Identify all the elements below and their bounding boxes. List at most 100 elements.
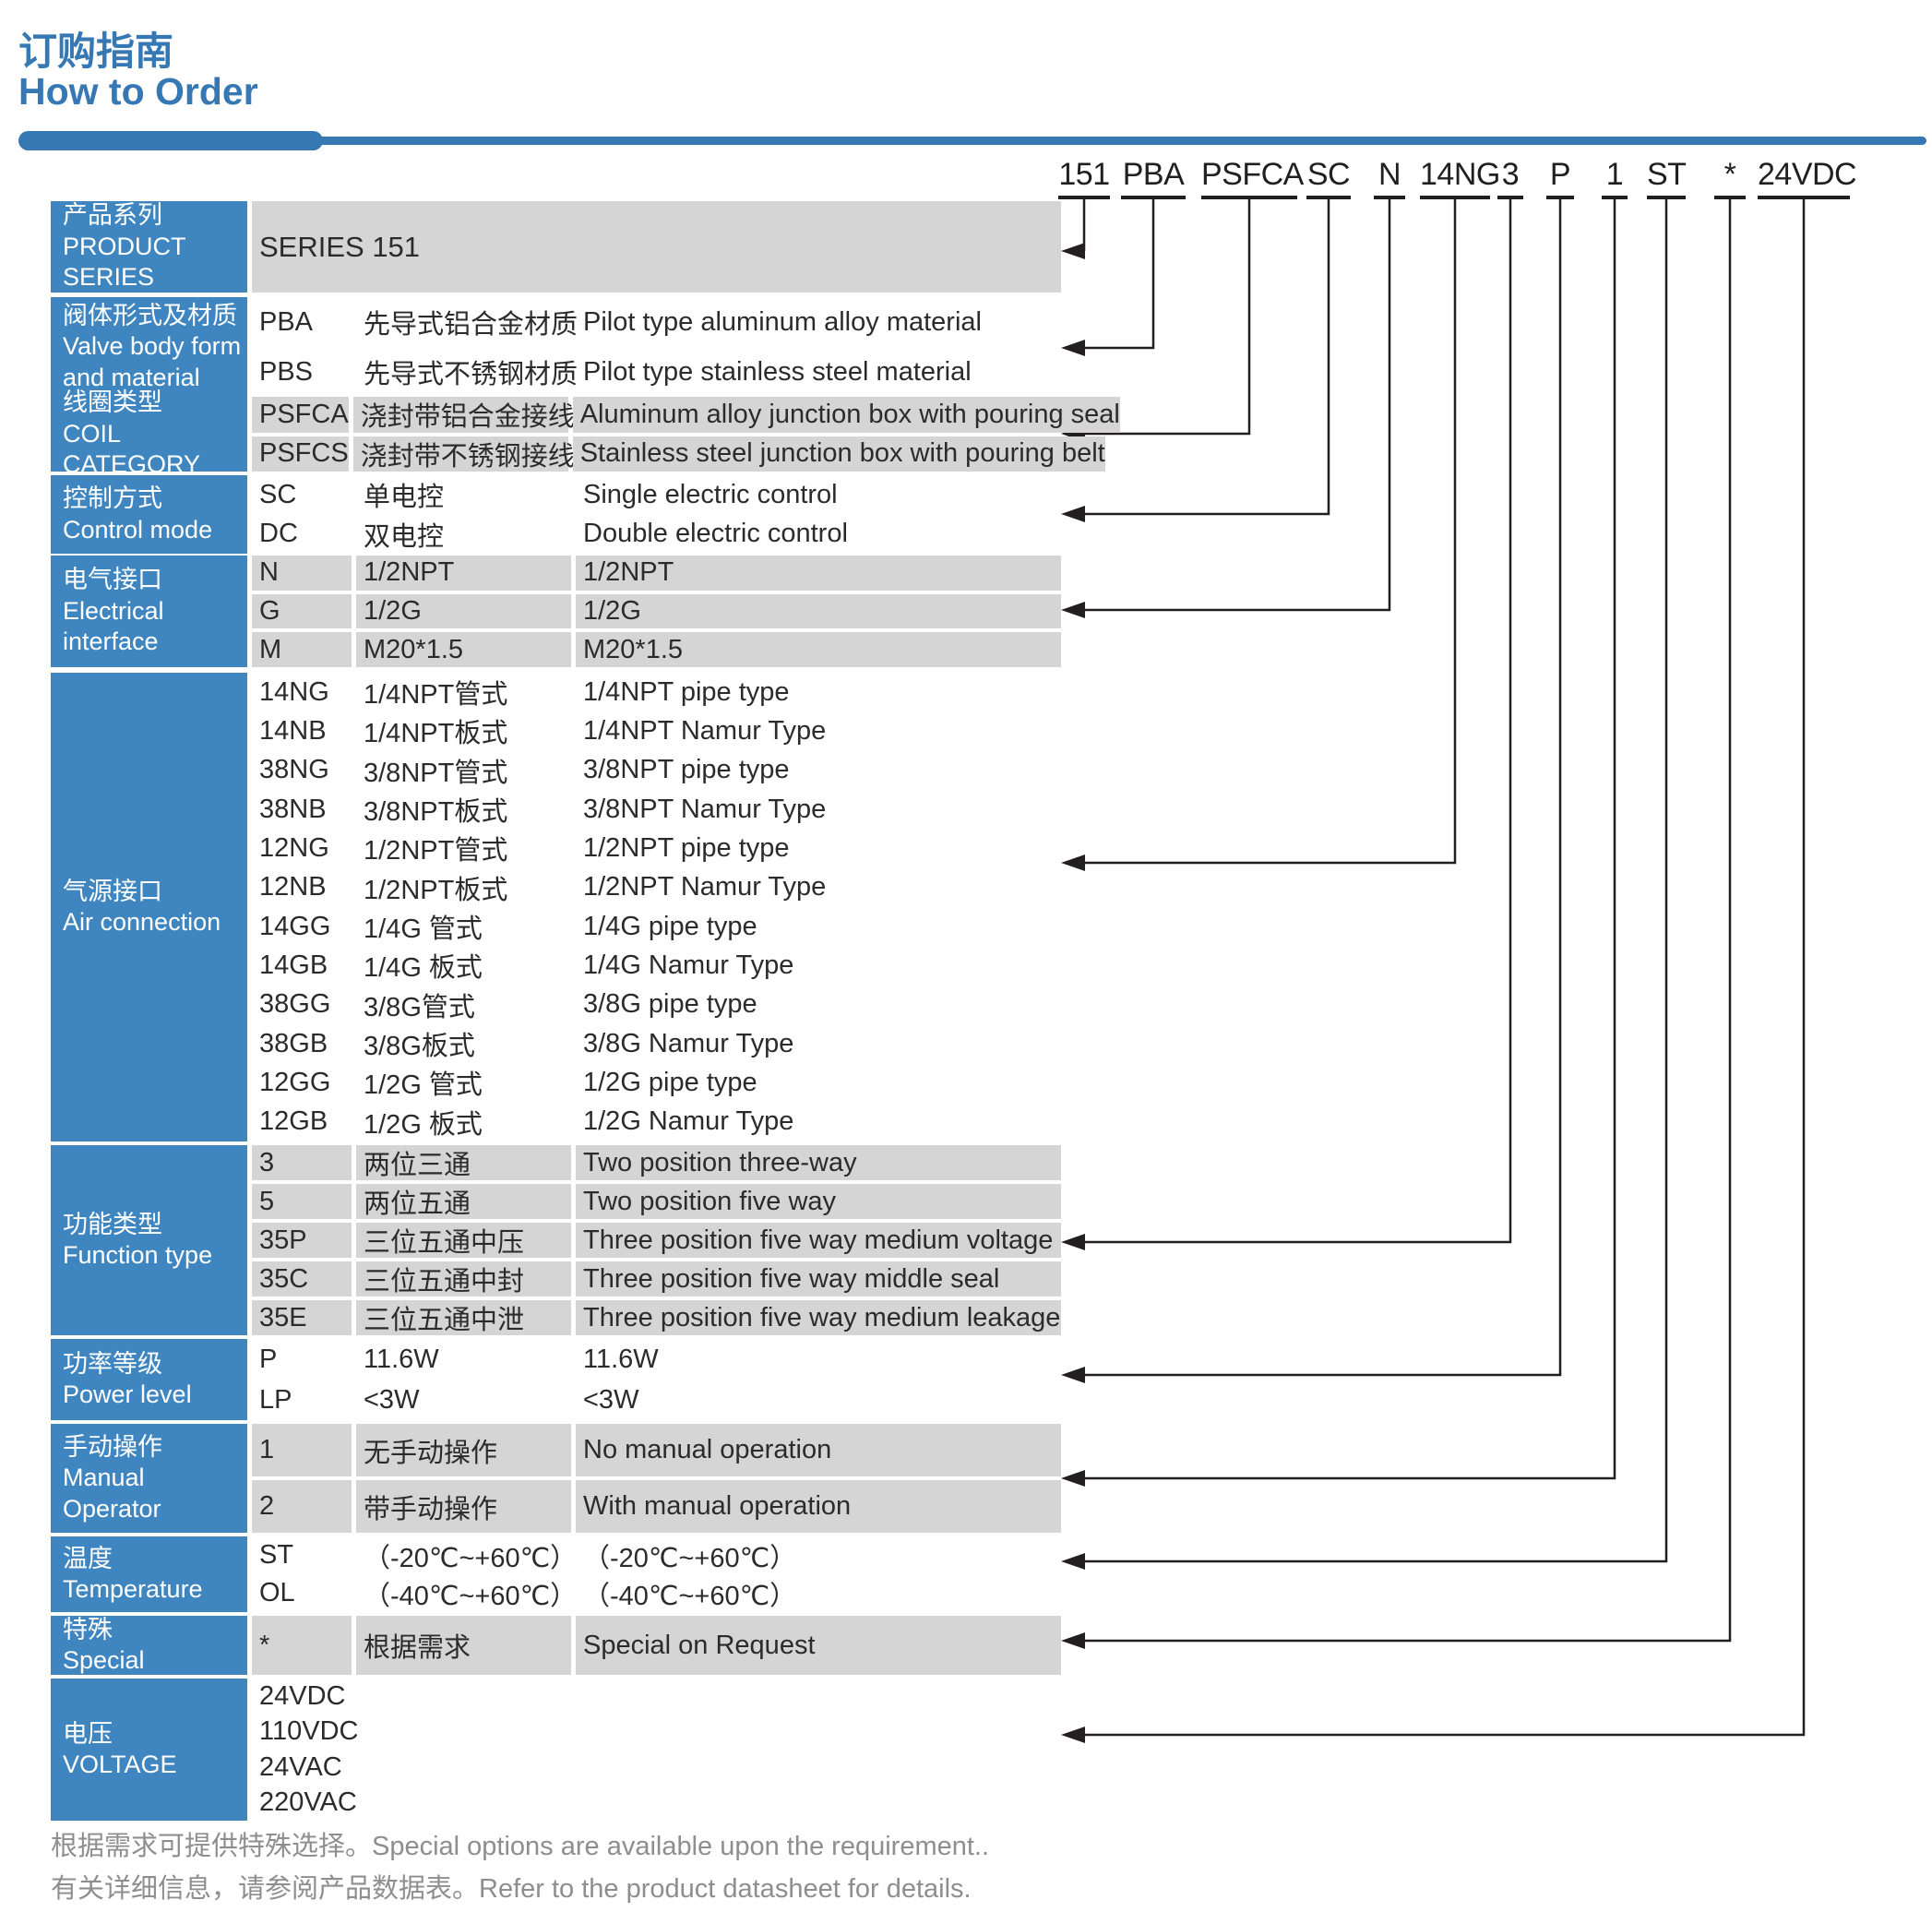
option-desc-en: Stainless steel junction box with pourin… bbox=[572, 436, 1105, 472]
option-desc-zh: 双电控 bbox=[364, 521, 445, 552]
option-code: 24VDC bbox=[259, 1680, 346, 1711]
option-desc-en: 1/4G pipe type bbox=[583, 911, 757, 941]
option-desc-en: 1/2G bbox=[576, 593, 1061, 629]
group-rows: 3 两位三通 Two position three-way 5 两位五通 Two… bbox=[252, 1145, 1061, 1335]
arrowhead-electrical bbox=[1061, 602, 1085, 618]
option-row: 14GG 1/4G 管式 1/4G pipe type bbox=[252, 907, 1061, 946]
code-segment-coil: PSFCA bbox=[1201, 155, 1304, 199]
label-line: PRODUCT bbox=[63, 232, 186, 260]
group-label-control-mode: 控制方式 Control mode bbox=[51, 475, 247, 554]
arrowhead-voltage bbox=[1061, 1727, 1085, 1743]
option-desc-zh: 三位五通中泄 bbox=[356, 1300, 571, 1335]
group-label-product-series: 产品系列 PRODUCT SERIES bbox=[51, 201, 247, 293]
group-rows: SERIES 151 bbox=[252, 201, 1061, 293]
option-row: 14NB 1/4NPT板式 1/4NPT Namur Type bbox=[252, 711, 1061, 750]
option-desc-zh: 1/2G bbox=[356, 593, 571, 629]
option-desc-zh: 1/2NPT bbox=[356, 556, 571, 591]
option-desc-en: 1/2NPT Namur Type bbox=[583, 872, 827, 902]
option-desc-en: Two position five way bbox=[576, 1184, 1061, 1219]
option-desc-zh: 1/2NPT管式 bbox=[364, 836, 508, 866]
option-desc-en: 1/4G Namur Type bbox=[583, 950, 794, 980]
option-code: M bbox=[252, 632, 352, 668]
connector-control bbox=[1085, 199, 1330, 516]
option-desc-en: 1/2G Namur Type bbox=[583, 1106, 794, 1137]
option-desc-zh: 1/4G 管式 bbox=[364, 914, 483, 945]
option-code: 38NG bbox=[259, 755, 329, 785]
option-desc-zh: 1/4NPT板式 bbox=[364, 719, 508, 749]
option-code: G bbox=[252, 593, 352, 629]
code-segment-function: 3 bbox=[1497, 155, 1523, 199]
group-rows: PSFCA 浇封带铝合金接线盒 Aluminum alloy junction … bbox=[252, 397, 1120, 472]
group-temperature: 温度 Temperature ST （-20℃~+60℃） （-20℃~+60℃… bbox=[51, 1536, 1061, 1612]
group-label-voltage: 电压 VOLTAGE bbox=[51, 1679, 247, 1821]
option-row: 1 无手动操作 No manual operation bbox=[252, 1424, 1061, 1476]
label-line: 特殊 bbox=[63, 1615, 113, 1643]
option-desc-en: 1/4NPT Namur Type bbox=[583, 715, 827, 746]
group-rows: 14NG 1/4NPT管式 1/4NPT pipe type 14NB 1/4N… bbox=[252, 673, 1061, 1141]
option-desc-en: <3W bbox=[583, 1384, 639, 1415]
label-line: interface bbox=[63, 627, 159, 656]
option-row: 12NB 1/2NPT板式 1/2NPT Namur Type bbox=[252, 868, 1061, 907]
option-desc-zh: 3/8G管式 bbox=[364, 992, 475, 1022]
label-line: Valve body form bbox=[63, 332, 242, 361]
group-rows: P 11.6W 11.6W LP <3W <3W bbox=[252, 1339, 1061, 1420]
option-desc-zh: 三位五通中压 bbox=[356, 1223, 571, 1258]
option-code: 12GB bbox=[259, 1106, 328, 1137]
option-desc-en: （-40℃~+60℃） bbox=[583, 1581, 797, 1611]
group-rows: SC 单电控 Single electric control DC 双电控 Do… bbox=[252, 475, 1061, 554]
label-line: Manual bbox=[63, 1464, 145, 1492]
group-label-function-type: 功能类型 Function type bbox=[51, 1145, 247, 1335]
option-code: PBS bbox=[259, 356, 314, 387]
connector-temperature bbox=[1085, 199, 1668, 1563]
label-line: Temperature bbox=[63, 1575, 203, 1603]
group-electrical-interface: 电气接口 Electrical interface N 1/2NPT 1/2NP… bbox=[51, 556, 1061, 668]
page-title-zh: 订购指南 bbox=[18, 30, 174, 73]
option-desc-en: 1/2G pipe type bbox=[583, 1067, 757, 1097]
option-code: 5 bbox=[252, 1184, 352, 1219]
option-row: 12GG 1/2G 管式 1/2G pipe type bbox=[252, 1063, 1061, 1102]
option-desc-en: Three position five way medium voltage bbox=[576, 1223, 1061, 1258]
label-line: 控制方式 bbox=[63, 484, 162, 513]
code-segment-valve-body: PBA bbox=[1121, 155, 1186, 199]
option-row: 12NG 1/2NPT管式 1/2NPT pipe type bbox=[252, 829, 1061, 867]
group-valve-body: 阀体形式及材质 Valve body form and material PBA… bbox=[51, 297, 1061, 397]
option-desc-zh: 1/2G 板式 bbox=[364, 1109, 483, 1140]
label-line: and material bbox=[63, 363, 200, 391]
connector-manual bbox=[1085, 199, 1616, 1480]
option-code: 2 bbox=[252, 1480, 352, 1533]
option-desc-zh: 浇封带不锈钢接线盒 bbox=[352, 436, 602, 472]
option-desc-zh: 浇封带铝合金接线盒 bbox=[352, 397, 602, 433]
option-row: 35E 三位五通中泄 Three position five way mediu… bbox=[252, 1300, 1061, 1335]
option-row: PBS 先导式不锈钢材质 Pilot type stainless steel … bbox=[252, 347, 1061, 397]
option-desc-zh: 1/4G 板式 bbox=[364, 953, 483, 984]
label-line: 电气接口 bbox=[63, 566, 162, 594]
option-code: 14GB bbox=[259, 950, 328, 980]
option-desc-en bbox=[576, 1786, 1061, 1822]
option-desc-en: （-20℃~+60℃） bbox=[583, 1543, 797, 1573]
group-rows: ST （-20℃~+60℃） （-20℃~+60℃） OL （-40℃~+60℃… bbox=[252, 1536, 1061, 1612]
option-desc-en: 1/2NPT pipe type bbox=[583, 832, 790, 863]
option-desc-zh: 两位五通 bbox=[356, 1184, 571, 1219]
code-segment-power: P bbox=[1546, 155, 1574, 199]
connector-power bbox=[1085, 199, 1562, 1377]
page-title-en: How to Order bbox=[18, 70, 258, 113]
group-label-valve-body: 阀体形式及材质 Valve body form and material bbox=[51, 297, 247, 397]
connector-series bbox=[1082, 199, 1086, 253]
option-row: PBA 先导式铝合金材质 Pilot type aluminum alloy m… bbox=[252, 297, 1061, 347]
option-code: 35P bbox=[252, 1223, 352, 1258]
footer-notes: 根据需求可提供特殊选择。Special options are availabl… bbox=[51, 1825, 989, 1911]
option-code: 35E bbox=[252, 1300, 352, 1335]
option-row: 38GG 3/8G管式 3/8G pipe type bbox=[252, 986, 1061, 1024]
label-line: 线圈类型 bbox=[63, 388, 162, 417]
label-line: 阀体形式及材质 bbox=[63, 301, 237, 329]
option-desc-en: With manual operation bbox=[576, 1480, 1061, 1533]
connector-voltage bbox=[1085, 199, 1806, 1737]
group-rows: * 根据需求 Special on Request bbox=[252, 1616, 1061, 1675]
label-line: 手动操作 bbox=[63, 1432, 162, 1461]
group-label-power-level: 功率等级 Power level bbox=[51, 1339, 247, 1420]
connector-electrical bbox=[1085, 199, 1391, 612]
arrowhead-valve-body bbox=[1061, 340, 1085, 356]
code-segment-manual: 1 bbox=[1602, 155, 1628, 199]
option-desc-zh: 3/8G板式 bbox=[364, 1032, 475, 1062]
option-code: DC bbox=[259, 519, 298, 549]
